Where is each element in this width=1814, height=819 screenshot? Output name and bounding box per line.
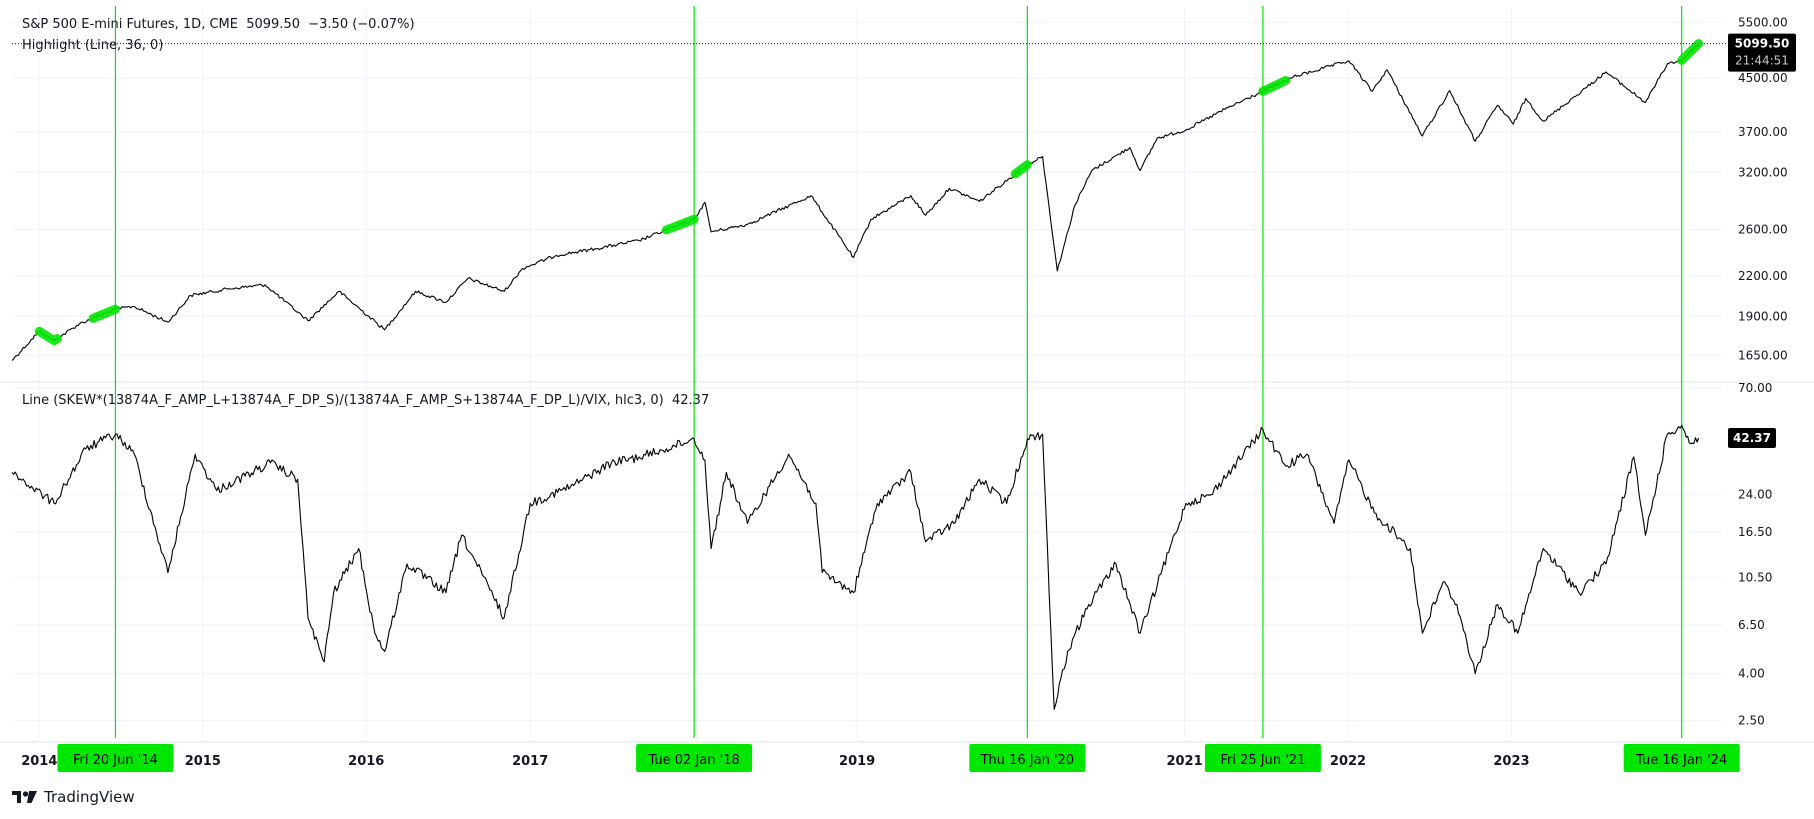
- highlight-segment: [34, 326, 62, 346]
- price-y-tick-label: 5500.00: [1738, 16, 1788, 30]
- marker-date-badge: [636, 744, 753, 772]
- indicator-y-tick-label: 4.00: [1738, 667, 1765, 681]
- price-y-tick-label: 4500.00: [1738, 71, 1788, 85]
- indicator-value-label: 42.37: [1733, 431, 1771, 445]
- indicator-y-tick-label: 16.50: [1738, 525, 1772, 539]
- indicator-legend[interactable]: Line (SKEW*(13874A_F_AMP_L+13874A_F_DP_S…: [22, 393, 710, 408]
- indicator-y-tick-label: 6.50: [1738, 618, 1765, 632]
- x-tick-label: 2022: [1330, 754, 1366, 769]
- x-tick-label: 2023: [1493, 754, 1529, 769]
- highlight-segment: [1010, 160, 1032, 179]
- tradingview-branding[interactable]: TradingView: [12, 788, 135, 806]
- x-tick-label: 2014: [21, 754, 57, 769]
- x-tick-label: 2017: [512, 754, 548, 769]
- price-y-tick-label: 3700.00: [1738, 125, 1788, 139]
- tradingview-logo-icon: [12, 791, 37, 803]
- bar-countdown-label: 21:44:51: [1735, 54, 1789, 68]
- marker-date-badge: [1623, 744, 1740, 772]
- x-tick-label: 2016: [348, 754, 384, 769]
- x-tick-label: 2015: [185, 754, 221, 769]
- price-y-tick-label: 1650.00: [1738, 348, 1788, 362]
- price-y-tick-label: 2600.00: [1738, 223, 1788, 237]
- marker-date-label: Tue 16 Jan '24: [1635, 753, 1727, 768]
- marker-date-label: Fri 20 Jun '14: [73, 753, 158, 768]
- symbol-legend[interactable]: S&P 500 E-mini Futures, 1D, CME 5099.50 …: [22, 17, 415, 32]
- indicator-y-tick-label: 2.50: [1738, 714, 1765, 728]
- highlight-segment: [1677, 39, 1704, 65]
- highlight-legend[interactable]: Highlight (Line, 36, 0): [22, 38, 164, 53]
- price-y-tick-label: 1900.00: [1738, 309, 1788, 323]
- price-y-tick-label: 2200.00: [1738, 269, 1788, 283]
- marker-date-badge: [57, 744, 174, 772]
- highlight-segment: [1258, 76, 1291, 96]
- last-price-badge: [1728, 33, 1796, 72]
- marker-date-badge: [969, 744, 1086, 772]
- highlight-segment: [88, 304, 120, 323]
- indicator-series-line: [11, 424, 1700, 710]
- marker-date-label: Thu 16 Jan '20: [980, 753, 1075, 768]
- marker-date-badge: [1204, 744, 1321, 772]
- marker-date-label: Tue 02 Jan '18: [647, 753, 739, 768]
- indicator-value-badge: [1728, 427, 1776, 448]
- indicator-y-tick-label: 10.50: [1738, 570, 1772, 584]
- price-y-tick-label: 3200.00: [1738, 165, 1788, 179]
- x-tick-label: 2019: [839, 754, 875, 769]
- marker-date-label: Fri 25 Jun '21: [1220, 753, 1305, 768]
- last-price-label: 5099.50: [1735, 37, 1790, 51]
- x-tick-label: 2021: [1166, 754, 1202, 769]
- branding-text: TradingView: [44, 788, 135, 806]
- highlight-segment: [661, 214, 699, 235]
- indicator-y-tick-label: 24.00: [1738, 488, 1772, 502]
- indicator-y-tick-label: 70.00: [1738, 381, 1772, 395]
- price-series-line: [11, 43, 1700, 361]
